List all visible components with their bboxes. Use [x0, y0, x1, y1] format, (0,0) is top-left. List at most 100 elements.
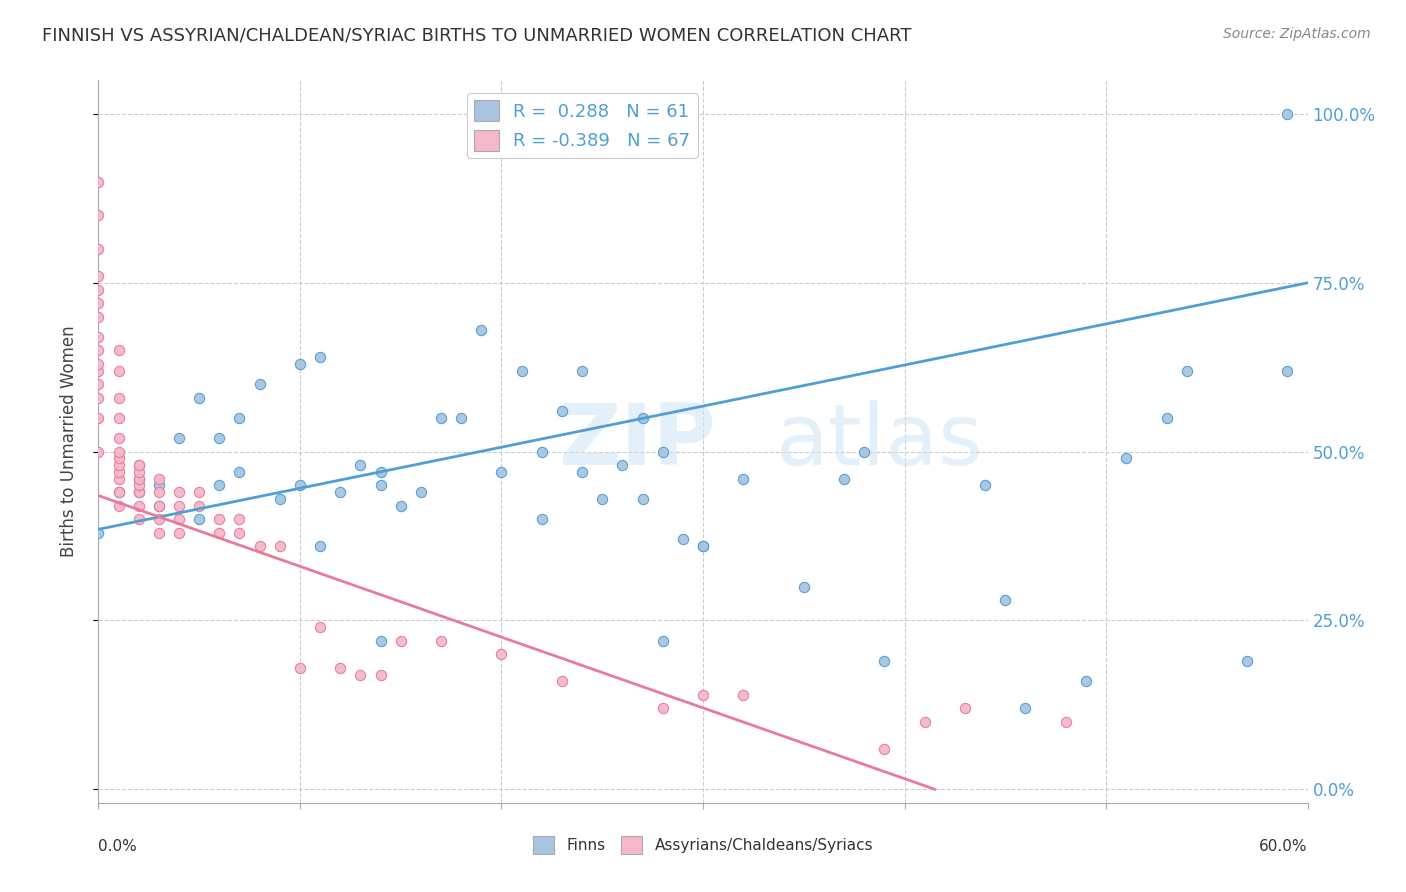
Point — [370, 667, 392, 681]
Point — [591, 491, 613, 506]
Point — [87, 364, 110, 378]
Point — [1277, 364, 1299, 378]
Point — [510, 364, 533, 378]
Point — [873, 741, 896, 756]
Point — [249, 539, 271, 553]
Point — [188, 485, 211, 500]
Point — [128, 485, 150, 500]
Point — [107, 391, 129, 405]
Point — [87, 411, 110, 425]
Point — [571, 465, 593, 479]
Point — [128, 465, 150, 479]
Point — [107, 458, 129, 472]
Point — [733, 688, 755, 702]
Point — [87, 283, 110, 297]
Point — [128, 499, 150, 513]
Point — [148, 512, 170, 526]
Point — [370, 633, 392, 648]
Point — [167, 512, 190, 526]
Legend: Finns, Assyrians/Chaldeans/Syriacs: Finns, Assyrians/Chaldeans/Syriacs — [527, 830, 879, 860]
Point — [128, 512, 150, 526]
Point — [87, 377, 110, 392]
Point — [651, 633, 673, 648]
Point — [87, 310, 110, 324]
Point — [148, 499, 170, 513]
Point — [692, 688, 714, 702]
Point — [1014, 701, 1036, 715]
Point — [107, 465, 129, 479]
Point — [853, 444, 876, 458]
Point — [530, 444, 553, 458]
Point — [167, 525, 190, 540]
Point — [228, 512, 250, 526]
Point — [269, 491, 291, 506]
Point — [873, 654, 896, 668]
Text: atlas: atlas — [776, 400, 984, 483]
Point — [672, 533, 695, 547]
Point — [87, 357, 110, 371]
Point — [208, 431, 231, 445]
Point — [530, 512, 553, 526]
Point — [148, 478, 170, 492]
Point — [430, 633, 453, 648]
Text: FINNISH VS ASSYRIAN/CHALDEAN/SYRIAC BIRTHS TO UNMARRIED WOMEN CORRELATION CHART: FINNISH VS ASSYRIAN/CHALDEAN/SYRIAC BIRT… — [42, 27, 911, 45]
Point — [167, 485, 190, 500]
Point — [107, 485, 129, 500]
Point — [87, 525, 110, 540]
Point — [631, 491, 654, 506]
Point — [1054, 714, 1077, 729]
Point — [409, 485, 432, 500]
Point — [953, 701, 976, 715]
Point — [128, 458, 150, 472]
Point — [128, 472, 150, 486]
Point — [430, 411, 453, 425]
Point — [269, 539, 291, 553]
Point — [107, 472, 129, 486]
Point — [87, 330, 110, 344]
Point — [87, 343, 110, 358]
Point — [107, 411, 129, 425]
Point — [208, 512, 231, 526]
Point — [288, 661, 311, 675]
Point — [87, 296, 110, 310]
Point — [87, 269, 110, 284]
Point — [551, 404, 574, 418]
Point — [288, 357, 311, 371]
Point — [107, 343, 129, 358]
Point — [87, 242, 110, 256]
Point — [793, 580, 815, 594]
Point — [107, 444, 129, 458]
Point — [107, 499, 129, 513]
Point — [450, 411, 472, 425]
Point — [148, 499, 170, 513]
Text: 60.0%: 60.0% — [1260, 838, 1308, 854]
Point — [651, 701, 673, 715]
Point — [288, 478, 311, 492]
Point — [491, 465, 513, 479]
Point — [188, 512, 211, 526]
Point — [148, 485, 170, 500]
Point — [228, 525, 250, 540]
Point — [249, 377, 271, 392]
Point — [491, 647, 513, 661]
Point — [994, 593, 1017, 607]
Point — [349, 458, 371, 472]
Point — [128, 478, 150, 492]
Point — [107, 485, 129, 500]
Point — [651, 444, 673, 458]
Point — [612, 458, 634, 472]
Point — [329, 661, 352, 675]
Point — [551, 674, 574, 689]
Point — [107, 451, 129, 466]
Point — [571, 364, 593, 378]
Point — [470, 323, 492, 337]
Point — [188, 391, 211, 405]
Point — [309, 620, 332, 634]
Text: Source: ZipAtlas.com: Source: ZipAtlas.com — [1223, 27, 1371, 41]
Point — [389, 633, 412, 648]
Point — [148, 472, 170, 486]
Point — [733, 472, 755, 486]
Point — [349, 667, 371, 681]
Point — [974, 478, 997, 492]
Point — [692, 539, 714, 553]
